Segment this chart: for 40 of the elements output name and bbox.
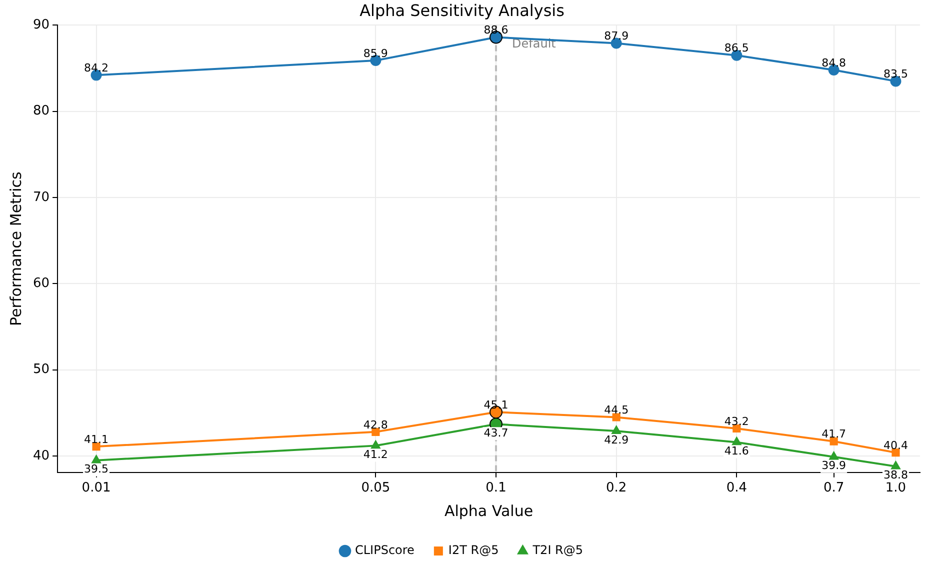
y-tick-label: 70: [32, 190, 50, 205]
data-label: 42.8: [363, 418, 388, 432]
y-axis-title: Performance Metrics: [6, 171, 25, 326]
data-label: 41.7: [822, 428, 846, 441]
data-label: 41.6: [724, 444, 749, 458]
legend-label: T2I R@5: [532, 543, 584, 558]
x-axis-title: Alpha Value: [444, 502, 534, 520]
x-tick-label: 0.05: [361, 480, 390, 496]
x-tick-label: 0.4: [726, 480, 748, 496]
x-tick-label: 0.01: [82, 480, 111, 496]
y-tick-label: 40: [32, 448, 50, 464]
data-label: 39.9: [822, 459, 846, 472]
legend-label: CLIPScore: [354, 543, 414, 558]
y-tick-label: 80: [32, 104, 50, 119]
data-label: 84.2: [84, 62, 109, 75]
data-label: 41.1: [84, 432, 109, 446]
x-tick-label: 1.0: [885, 480, 906, 496]
data-label: 87.9: [604, 30, 629, 43]
data-label: 43.7: [484, 426, 508, 440]
x-tick-label: 0.7: [823, 480, 844, 496]
y-tick-label: 60: [32, 276, 50, 292]
x-tick-label: 0.1: [486, 480, 506, 496]
y-tick-label: 50: [32, 362, 50, 378]
data-label: 38.8: [883, 468, 908, 482]
legend-label: I2T R@5: [448, 543, 499, 558]
data-label: 44.5: [604, 404, 629, 417]
chart-title: Alpha Sensitivity Analysis: [360, 0, 564, 20]
y-tick-label: 90: [32, 18, 50, 33]
data-label: 40.4: [883, 438, 908, 452]
data-label: 88.6: [484, 24, 508, 37]
data-label: 39.5: [84, 462, 109, 476]
data-label: 83.5: [883, 68, 908, 81]
data-label: 41.2: [363, 448, 388, 462]
data-label: 42.9: [604, 433, 629, 446]
x-tick-label: 0.2: [606, 480, 627, 496]
data-label: 43.2: [724, 414, 749, 428]
data-label: 45.1: [484, 398, 508, 412]
data-label: 86.5: [724, 42, 749, 55]
data-label: 85.9: [363, 46, 388, 60]
data-label: 84.8: [822, 56, 846, 70]
